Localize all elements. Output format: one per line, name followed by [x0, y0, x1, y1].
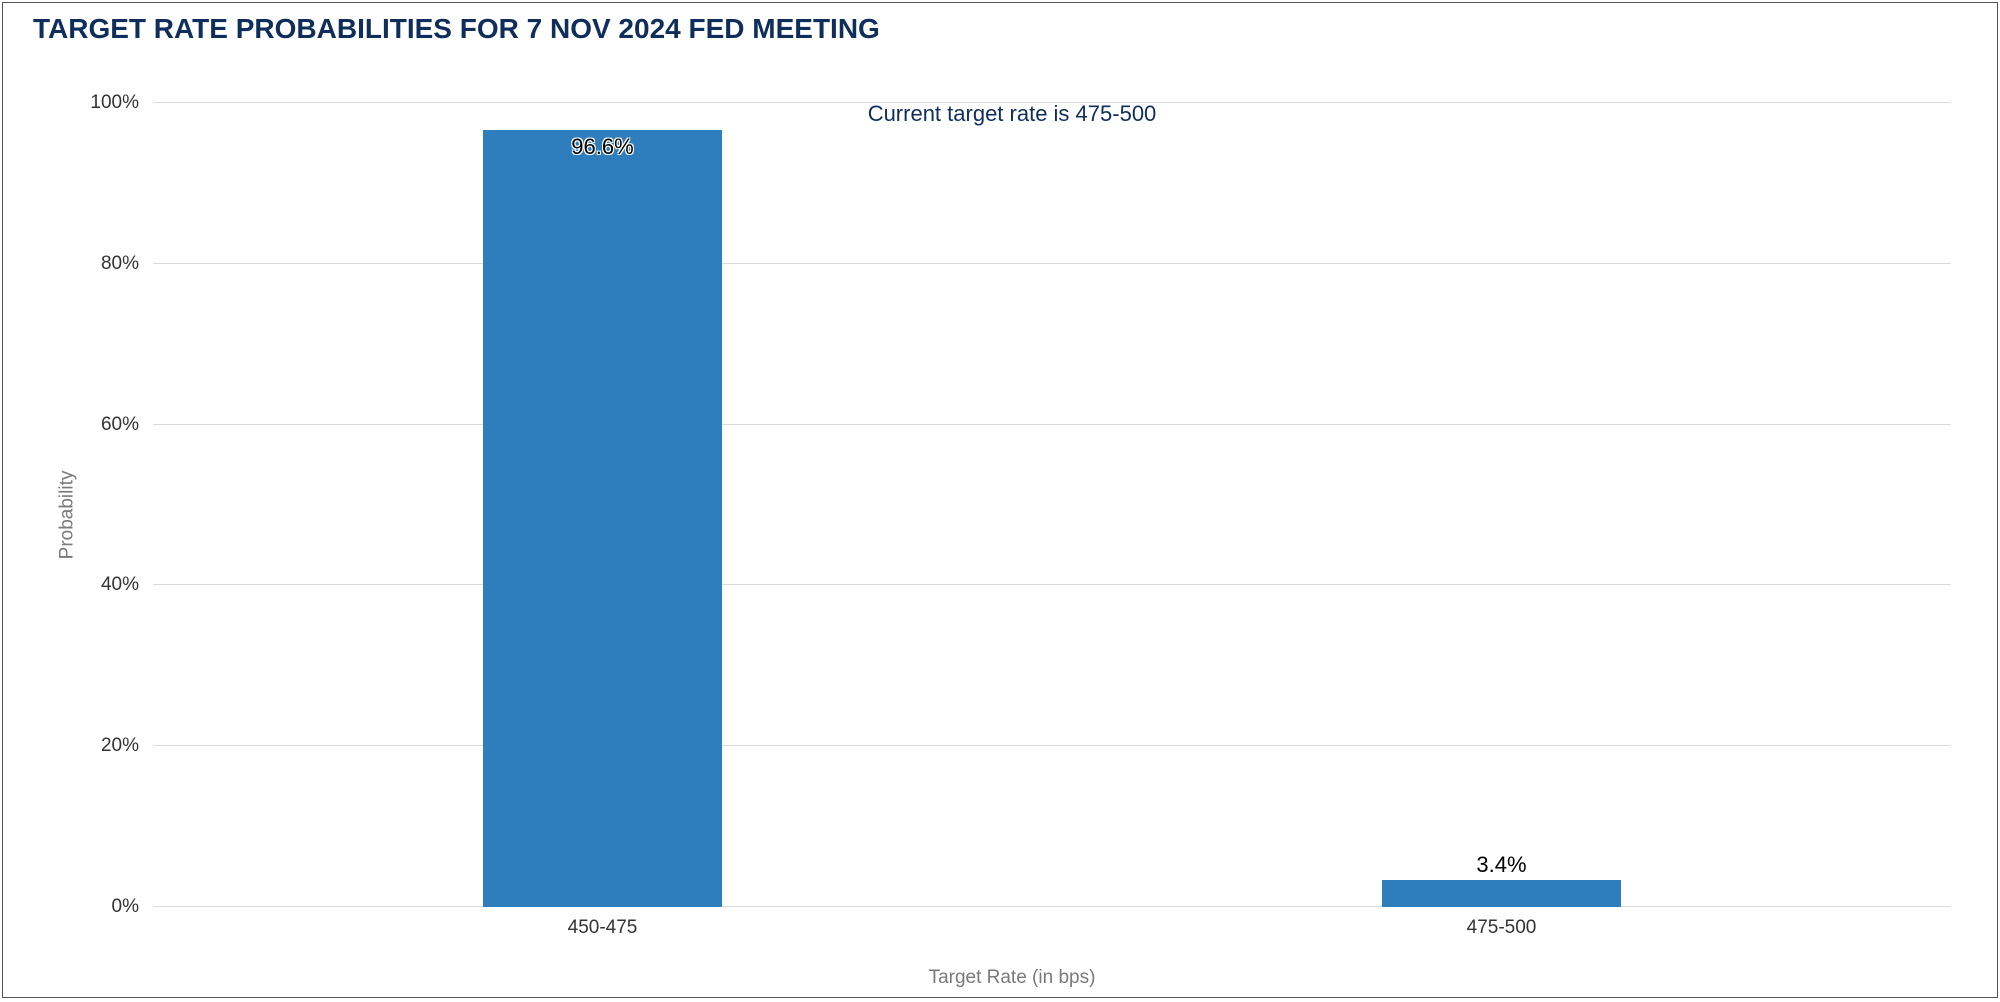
bar-value-label: 3.4%	[1476, 852, 1526, 878]
bar-slot: 3.4%475-500	[1052, 103, 1951, 907]
bar-value-label: 96.6%	[571, 134, 633, 160]
y-tick-label: 0%	[112, 896, 153, 918]
x-axis-label: Target Rate (in bps)	[63, 967, 1961, 989]
x-tick-label: 475-500	[1467, 907, 1537, 939]
chart-title: TARGET RATE PROBABILITIES FOR 7 NOV 2024…	[3, 3, 1997, 45]
chart-frame: TARGET RATE PROBABILITIES FOR 7 NOV 2024…	[2, 2, 1998, 998]
bar	[1382, 880, 1621, 907]
x-tick-label: 450-475	[568, 907, 638, 939]
chart-area: Current target rate is 475-500 Probabili…	[63, 83, 1961, 947]
y-tick-label: 100%	[90, 92, 153, 114]
y-tick-label: 20%	[101, 735, 153, 757]
plot-region: 0%20%40%60%80%100%96.6%450-4753.4%475-50…	[153, 103, 1951, 907]
y-tick-label: 40%	[101, 574, 153, 596]
y-axis-label: Probability	[56, 471, 78, 560]
bar-slot: 96.6%450-475	[153, 103, 1052, 907]
bar	[483, 130, 722, 907]
y-tick-label: 80%	[101, 253, 153, 275]
y-tick-label: 60%	[101, 414, 153, 436]
